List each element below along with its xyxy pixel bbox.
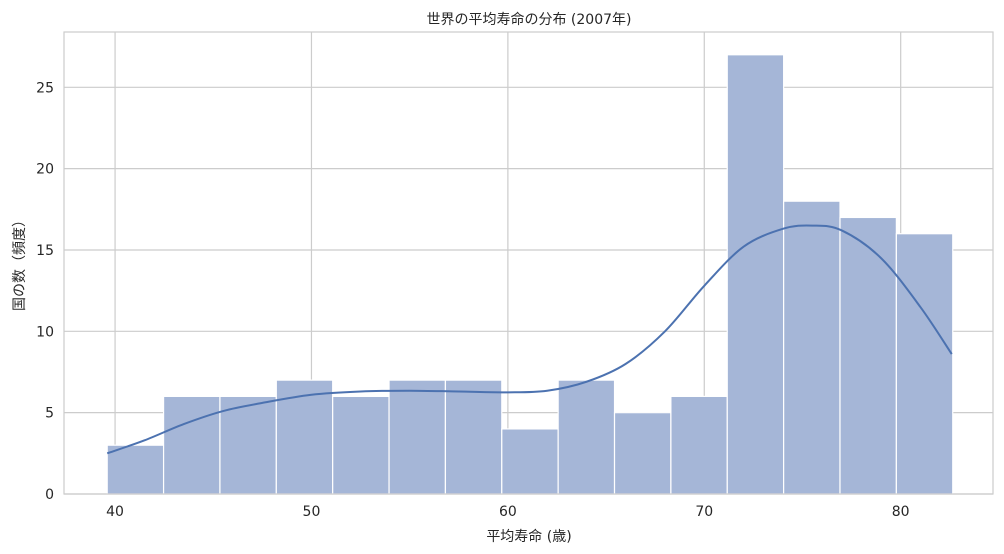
y-tick-label: 15 bbox=[36, 243, 54, 259]
histogram-bar bbox=[219, 395, 277, 495]
histogram-bar bbox=[839, 216, 897, 495]
bars-layer bbox=[106, 54, 954, 495]
y-tick-label: 5 bbox=[45, 406, 54, 422]
kde-layer bbox=[106, 224, 953, 455]
histogram-bar bbox=[670, 395, 728, 495]
histogram-bar bbox=[613, 412, 672, 495]
y-tick-label: 25 bbox=[36, 80, 54, 96]
histogram-bar bbox=[557, 379, 616, 495]
histogram-bar bbox=[501, 428, 559, 495]
x-tick-label: 50 bbox=[303, 504, 321, 520]
x-axis-title: 平均寿命 (歳) bbox=[486, 528, 571, 545]
x-tick-label: 40 bbox=[106, 504, 124, 520]
histogram-bar bbox=[783, 200, 841, 495]
kde-curve bbox=[106, 224, 953, 455]
x-tick-label: 70 bbox=[695, 504, 713, 520]
y-tick-label: 10 bbox=[36, 324, 54, 340]
histogram-bar bbox=[332, 395, 390, 495]
y-tick-label: 20 bbox=[36, 162, 54, 178]
plot-frame bbox=[63, 31, 994, 495]
chart-title: 世界の平均寿命の分布 (2007年) bbox=[426, 11, 631, 28]
histogram-bar bbox=[895, 233, 954, 495]
y-axis-title: 国の数（頻度） bbox=[12, 213, 28, 311]
plot-border bbox=[63, 31, 994, 495]
x-tick-label: 80 bbox=[892, 504, 910, 520]
y-tick-label: 0 bbox=[45, 487, 54, 503]
y-tick-labels: 0 5 10 15 20 25 bbox=[36, 80, 54, 503]
histogram-bar bbox=[275, 379, 334, 495]
histogram-bar bbox=[162, 395, 221, 495]
x-tick-labels: 40 50 60 70 80 bbox=[106, 504, 909, 520]
histogram-bar bbox=[388, 379, 447, 495]
histogram-bar bbox=[106, 444, 165, 495]
x-tick-label: 60 bbox=[499, 504, 517, 520]
histogram-bar bbox=[726, 54, 785, 495]
histogram-bar bbox=[444, 379, 503, 495]
